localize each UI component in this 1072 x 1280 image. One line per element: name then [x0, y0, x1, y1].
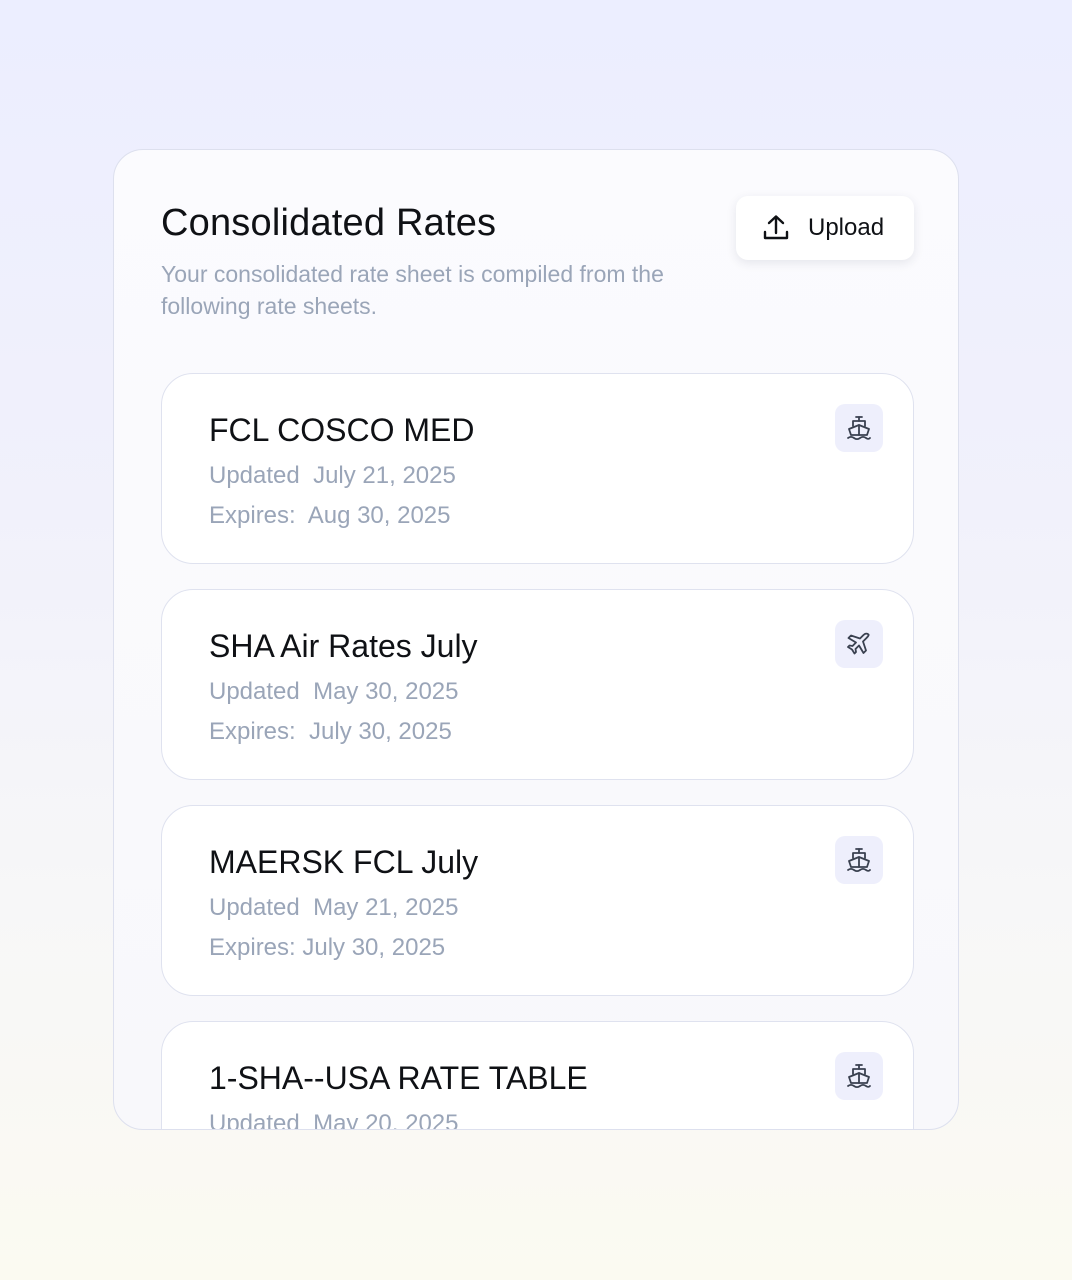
rate-sheet-updated: Updated July 21, 2025	[209, 462, 456, 489]
panel-header: Consolidated Rates Your consolidated rat…	[161, 198, 721, 322]
rate-sheet-expires: Expires: Aug 30, 2025	[209, 502, 451, 529]
rate-sheet-card[interactable]: 1-SHA--USA RATE TABLE Updated May 20, 20…	[161, 1021, 914, 1130]
rate-sheet-title: SHA Air Rates July	[209, 628, 478, 664]
rate-sheet-expires: Expires: July 30, 2025	[209, 718, 452, 745]
rate-sheet-card[interactable]: MAERSK FCL July Updated May 21, 2025 Exp…	[161, 805, 914, 996]
ship-icon	[835, 404, 883, 452]
plane-icon	[835, 620, 883, 668]
upload-button-label: Upload	[808, 214, 885, 241]
page-subtitle: Your consolidated rate sheet is compiled…	[161, 261, 664, 319]
rate-sheet-title: FCL COSCO MED	[209, 412, 475, 448]
rate-sheet-list: FCL COSCO MED Updated July 21, 2025 Expi…	[161, 373, 914, 1130]
ship-icon	[835, 836, 883, 884]
consolidated-rates-panel: Consolidated Rates Your consolidated rat…	[113, 149, 959, 1130]
rate-sheet-title: 1-SHA--USA RATE TABLE	[209, 1060, 588, 1096]
rate-sheet-updated: Updated May 21, 2025	[209, 894, 459, 921]
upload-icon	[760, 212, 792, 244]
rate-sheet-updated: Updated May 30, 2025	[209, 678, 459, 705]
rate-sheet-expires: Expires: July 30, 2025	[209, 934, 446, 961]
ship-icon	[835, 1052, 883, 1100]
rate-sheet-updated: Updated May 20, 2025	[209, 1110, 459, 1130]
page-title: Consolidated Rates	[161, 202, 497, 244]
rate-sheet-card[interactable]: SHA Air Rates July Updated May 30, 2025 …	[161, 589, 914, 780]
rate-sheet-title: MAERSK FCL July	[209, 844, 479, 880]
upload-button[interactable]: Upload	[736, 196, 914, 260]
rate-sheet-card[interactable]: FCL COSCO MED Updated July 21, 2025 Expi…	[161, 373, 914, 564]
